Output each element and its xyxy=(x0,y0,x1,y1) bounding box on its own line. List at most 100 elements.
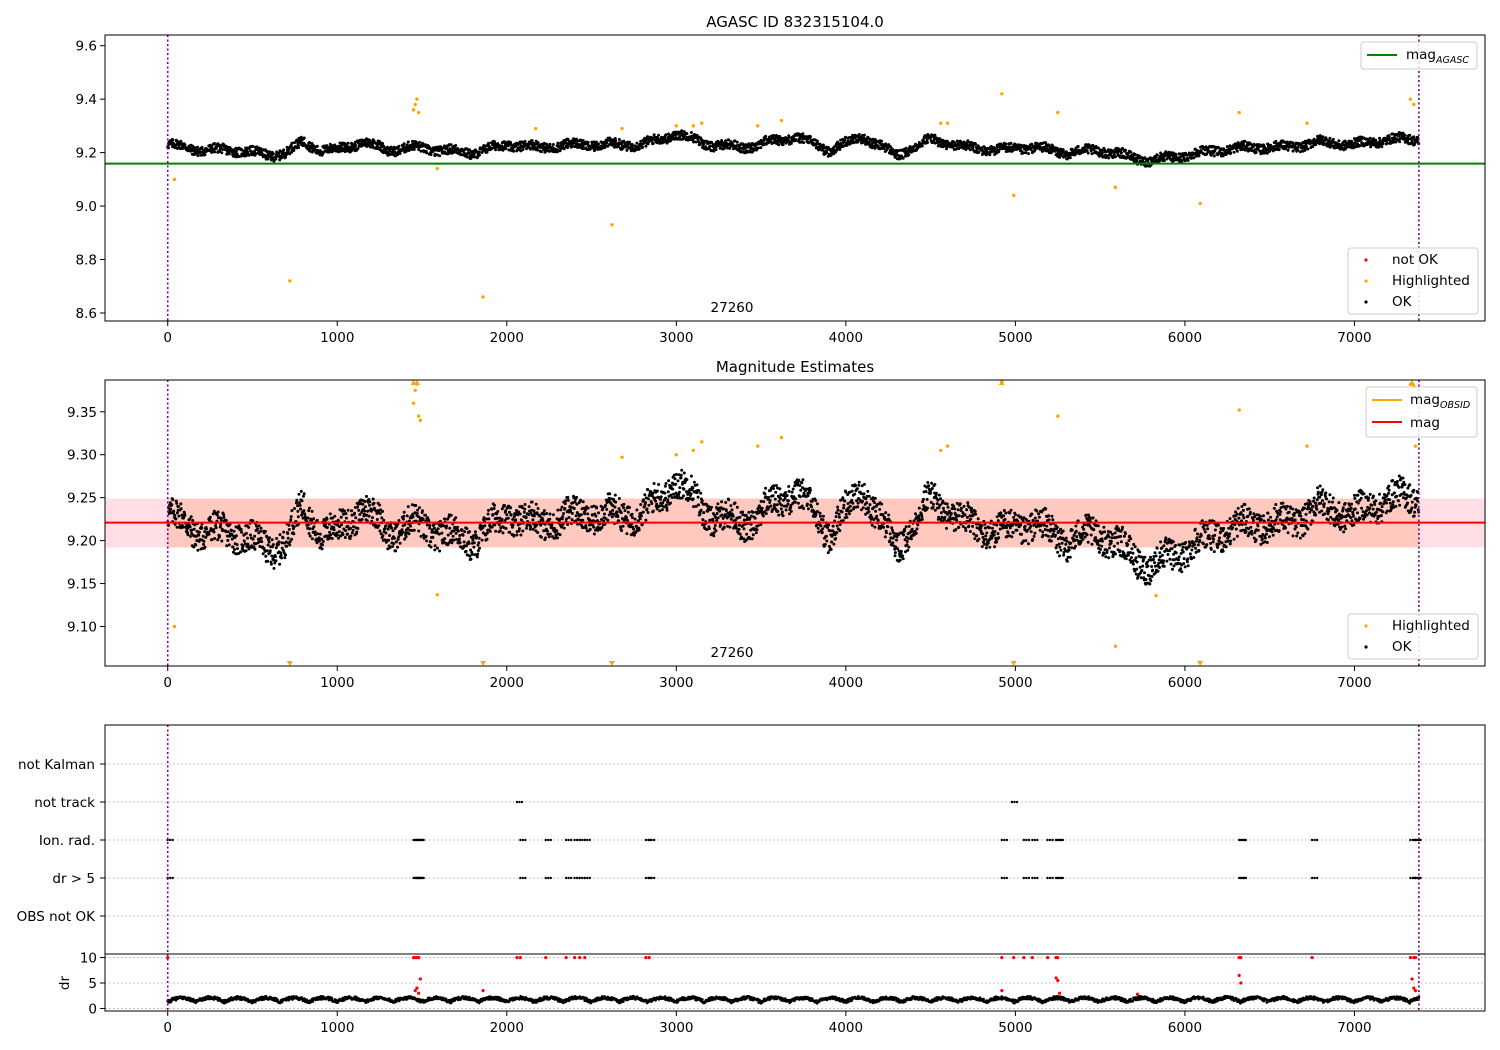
ok-point xyxy=(528,527,532,531)
ok-point xyxy=(213,537,217,540)
ok-point xyxy=(968,148,972,152)
ok-point xyxy=(621,524,625,528)
ok-point xyxy=(1192,156,1196,160)
ok-point xyxy=(308,141,311,144)
ok-point xyxy=(473,530,477,534)
ok-point xyxy=(518,512,522,516)
ok-point xyxy=(456,529,460,533)
ok-point xyxy=(1394,140,1398,144)
x-tick-label: 5000 xyxy=(998,330,1032,346)
ok-point xyxy=(536,148,540,152)
ok-point xyxy=(312,517,316,521)
ok-point xyxy=(664,482,668,485)
ok-point xyxy=(268,536,271,540)
ok-point xyxy=(258,539,261,543)
ok-point xyxy=(380,516,384,520)
ok-point xyxy=(203,153,207,157)
ok-point xyxy=(355,530,359,534)
ok-point xyxy=(514,518,518,522)
ok-point xyxy=(735,527,738,530)
ok-point xyxy=(560,517,564,521)
ok-point xyxy=(335,533,339,537)
ok-point xyxy=(189,534,192,538)
ok-point xyxy=(377,524,381,528)
legend-not-ok: not OK xyxy=(1392,252,1439,268)
ok-point xyxy=(183,513,187,517)
ok-point xyxy=(265,535,269,539)
ok-point xyxy=(666,490,670,494)
ok-point xyxy=(714,529,718,533)
ok-point xyxy=(278,158,282,162)
ok-point xyxy=(241,544,245,548)
ok-point xyxy=(467,542,471,545)
ok-point xyxy=(387,538,390,542)
ok-point xyxy=(281,536,285,540)
ok-point xyxy=(566,496,570,499)
ok-point xyxy=(562,147,566,151)
ok-point xyxy=(254,542,258,546)
ok-point xyxy=(516,523,520,527)
ok-point xyxy=(494,148,498,152)
ok-point xyxy=(561,515,565,518)
ok-point xyxy=(396,153,399,157)
ok-point xyxy=(666,500,669,504)
ok-point xyxy=(460,528,464,532)
ok-point xyxy=(637,147,641,151)
ok-point xyxy=(544,536,547,540)
ok-point xyxy=(259,147,263,151)
ok-point xyxy=(390,526,393,530)
ok-point xyxy=(1344,147,1348,151)
ok-point xyxy=(391,545,395,548)
ok-point xyxy=(493,503,496,507)
ok-point xyxy=(465,527,469,531)
ok-point xyxy=(712,531,716,535)
ok-point xyxy=(1254,150,1258,154)
ok-point xyxy=(288,540,292,544)
ok-point xyxy=(671,487,675,491)
legend-agasc-points: not OK Highlighted OK xyxy=(1347,247,1479,315)
ok-point xyxy=(682,494,685,498)
ok-point xyxy=(450,541,454,545)
ok-point xyxy=(406,526,410,530)
ok-point xyxy=(548,142,552,146)
ok-point xyxy=(637,528,641,532)
ok-point xyxy=(417,529,421,533)
ok-point xyxy=(657,483,661,486)
ok-point xyxy=(495,512,499,516)
ok-point xyxy=(1011,148,1015,152)
ok-point xyxy=(548,517,552,521)
ok-point xyxy=(550,523,554,527)
ok-point xyxy=(592,525,596,529)
ok-point xyxy=(654,499,658,503)
ok-point xyxy=(730,508,734,512)
ok-point xyxy=(560,505,564,509)
ok-point xyxy=(569,509,572,513)
ok-point xyxy=(268,150,271,154)
ok-point xyxy=(296,509,300,513)
ok-point xyxy=(356,527,360,530)
x-tick-label: 4000 xyxy=(829,330,863,346)
legend-mag-sub: AGASC xyxy=(1435,55,1469,66)
ok-point xyxy=(623,509,627,513)
ok-point xyxy=(1296,145,1300,149)
ok-point xyxy=(738,523,741,527)
ok-point xyxy=(279,551,283,555)
ok-point xyxy=(718,509,722,513)
ok-point xyxy=(1100,151,1104,155)
ok-point xyxy=(1041,149,1045,153)
ok-point xyxy=(220,151,224,155)
ok-point xyxy=(1193,147,1197,151)
ok-point xyxy=(1203,148,1207,152)
ok-point xyxy=(424,513,427,517)
ok-point xyxy=(175,525,179,529)
ok-point xyxy=(406,505,410,509)
ok-point xyxy=(697,489,701,493)
ok-point xyxy=(280,541,284,545)
ok-point xyxy=(464,549,468,553)
ok-point xyxy=(349,534,353,538)
ok-point xyxy=(570,518,574,522)
ok-point xyxy=(302,494,305,498)
ok-point xyxy=(343,509,346,513)
ok-point xyxy=(1178,152,1182,156)
ok-point xyxy=(327,146,331,149)
